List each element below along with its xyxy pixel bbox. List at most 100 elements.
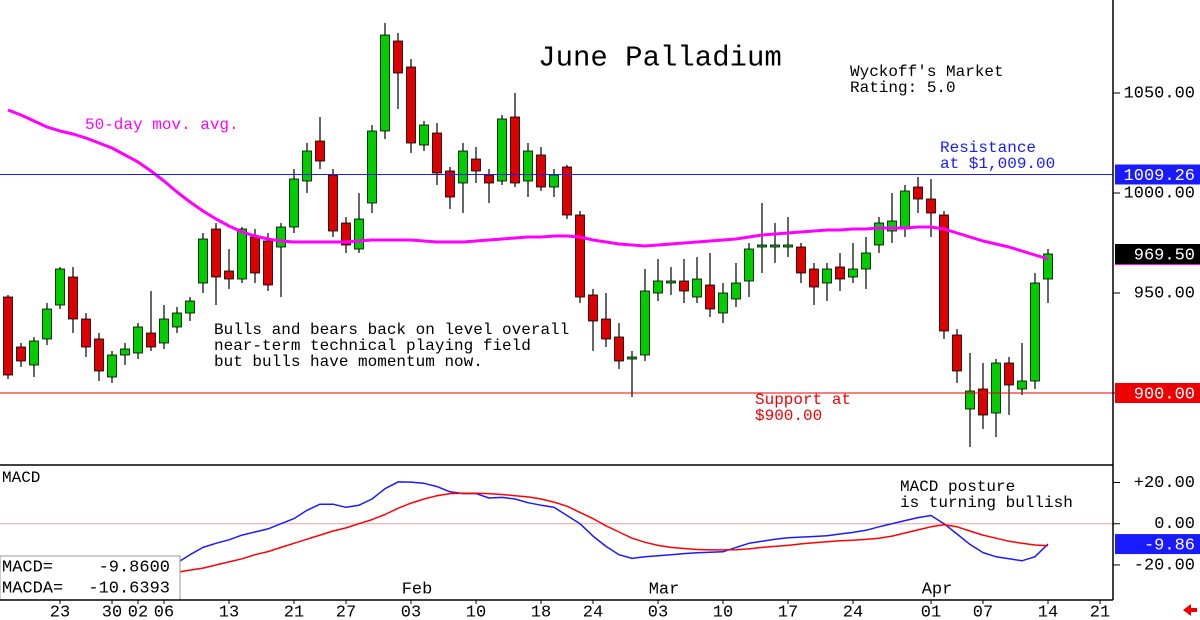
candle-body [835, 266, 845, 280]
level-box [1115, 534, 1200, 555]
candle-body [94, 338, 104, 372]
candle-body [55, 268, 65, 306]
candle-body [653, 280, 663, 294]
x-tick-label: 14 [1038, 603, 1058, 620]
candle-body [913, 186, 923, 200]
candle-body [289, 178, 299, 228]
x-tick-label: 02 [128, 603, 148, 620]
readout-box [0, 555, 181, 601]
annotation: Resistance [940, 139, 1036, 157]
level-box [1115, 244, 1200, 264]
candle-body [926, 198, 936, 214]
candle-body [224, 270, 234, 280]
macd-line [176, 481, 1049, 564]
candle-body [627, 356, 637, 360]
month-label: Feb [402, 580, 433, 599]
candle-body [198, 238, 208, 284]
candle-body [744, 248, 754, 282]
candle-body [341, 222, 351, 246]
candle-body [965, 390, 975, 410]
annotation: Support at [755, 391, 851, 409]
candle-body [939, 214, 949, 332]
candle-body [471, 158, 481, 172]
annotation: but bulls have momentum now. [214, 353, 483, 371]
candle-body [276, 226, 286, 248]
chart-title: June Palladium [538, 42, 782, 75]
y-tick-label: 1050.00 [1124, 84, 1195, 103]
x-tick-label: 01 [921, 603, 941, 620]
candle-body [250, 236, 260, 274]
y-tick-label: +20.00 [1134, 474, 1195, 493]
candle-body [900, 190, 910, 230]
annotation: near-term technical playing field [214, 337, 531, 355]
candle-body [887, 220, 897, 232]
level-label: 1009.26 [1124, 167, 1195, 186]
x-tick-label: 30 [102, 603, 122, 620]
x-tick-label: 21 [1090, 603, 1110, 620]
candle-body [133, 326, 143, 354]
candle-body [419, 124, 429, 146]
candle-body [432, 132, 442, 174]
plot-layer: 900.00950.001000.001050.001009.26969.509… [0, 23, 1200, 620]
candle-body [484, 174, 494, 184]
readout-name: MACD= [2, 558, 53, 577]
candle-body [562, 166, 572, 216]
annotation: at $1,009.00 [940, 155, 1055, 173]
candle-body [796, 246, 806, 274]
x-tick-label: 06 [154, 603, 174, 620]
candle-body [146, 332, 156, 348]
x-tick-label: 03 [648, 603, 668, 620]
level-box [1115, 383, 1200, 403]
candle-body [510, 116, 520, 184]
annotation: MACD posture [900, 478, 1015, 496]
candle-body [406, 66, 416, 144]
candle-body [575, 214, 585, 298]
level-label: -9.86 [1144, 537, 1195, 556]
x-tick-label: 13 [219, 603, 239, 620]
candle-body [107, 354, 117, 378]
candle-body [1017, 380, 1027, 390]
candle-body [302, 150, 312, 182]
month-label: Mar [649, 580, 680, 599]
candle-body [497, 118, 507, 182]
readout-value: -10.6393 [88, 579, 170, 598]
candle-body [809, 268, 819, 288]
candle-body [848, 268, 858, 278]
scroll-arrow[interactable] [1183, 604, 1197, 616]
candle-body [718, 292, 728, 314]
y-tick-label: 950.00 [1134, 284, 1195, 303]
ma-label: 50-day mov. avg. [85, 116, 239, 134]
candle-body [185, 300, 195, 314]
candle-body [536, 154, 546, 188]
candle-body [1004, 362, 1014, 386]
candle-body [328, 174, 338, 232]
y-tick-label: 1000.00 [1124, 184, 1195, 203]
x-tick-label: 21 [284, 603, 304, 620]
candle-body [445, 170, 455, 198]
candle-body [1043, 253, 1053, 280]
readout-value: -9.8600 [99, 558, 170, 577]
candle-body [588, 294, 598, 322]
candle-body [874, 222, 884, 246]
level-label: 900.00 [1134, 385, 1195, 404]
candle-body [705, 284, 715, 310]
candle-body [991, 362, 1001, 414]
candle-body [42, 308, 52, 340]
candle-body [601, 318, 611, 340]
x-tick-label: 24 [843, 603, 863, 620]
candle-body [354, 218, 364, 250]
x-tick-label: 27 [336, 603, 356, 620]
candle-body [952, 334, 962, 372]
x-tick-label: 18 [531, 603, 551, 620]
x-tick-label: 10 [713, 603, 733, 620]
candle-body [1030, 282, 1040, 382]
y-tick-label: 0.00 [1154, 515, 1195, 534]
candle-body [692, 278, 702, 298]
annotation: Bulls and bears back on level overall [214, 321, 569, 339]
annotation: Wyckoff's Market [850, 63, 1004, 81]
candle-body [172, 312, 182, 328]
x-tick-label: 23 [50, 603, 70, 620]
candle-body [822, 268, 832, 284]
candle-body [861, 252, 871, 270]
